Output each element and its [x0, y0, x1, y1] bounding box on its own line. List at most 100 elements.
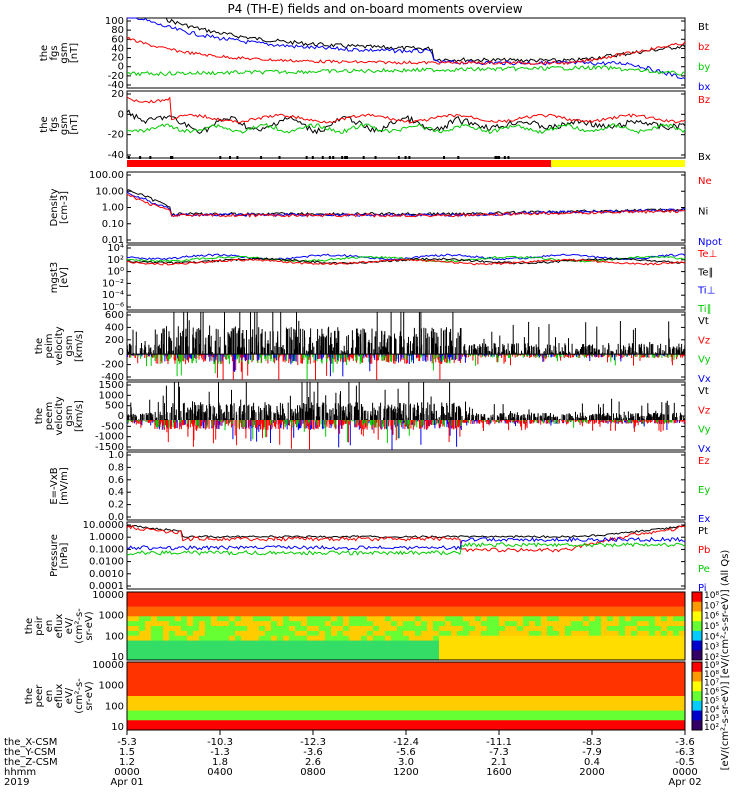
spec-cell — [349, 640, 356, 646]
spec-cell — [661, 666, 668, 673]
spec-cell — [667, 630, 674, 637]
spec-cell — [403, 592, 410, 598]
spec-cell — [391, 681, 398, 687]
spec-cell — [553, 676, 560, 682]
spec-cell — [589, 681, 596, 687]
axis-label-fgs-dsl: thefgsgsm[nT] — [39, 114, 80, 135]
spec-cell — [151, 720, 158, 726]
spec-cell — [295, 640, 302, 646]
spec-cell — [157, 676, 164, 682]
spec-cell — [301, 650, 308, 656]
spec-cell — [679, 725, 686, 731]
spec-cell — [307, 715, 314, 721]
spec-cell — [547, 601, 554, 608]
spec-cell — [631, 645, 638, 651]
spec-cell — [673, 655, 680, 661]
spec-cell — [463, 700, 470, 707]
spec-cell — [247, 671, 254, 678]
spec-cell — [367, 705, 374, 712]
spec-cell — [679, 645, 686, 651]
spec-cell — [673, 691, 680, 697]
spec-cell — [271, 710, 278, 716]
axis-label-line: the — [34, 408, 45, 424]
spec-cell — [301, 616, 308, 622]
spec-cell — [439, 650, 446, 656]
spec-cell — [181, 710, 188, 716]
spec-cell — [295, 671, 302, 678]
spec-cell — [613, 606, 620, 612]
spec-cell — [487, 720, 494, 726]
spec-cell — [469, 655, 476, 661]
spec-cell — [169, 611, 176, 617]
spec-cell — [169, 691, 176, 697]
spec-cell — [223, 635, 230, 642]
spec-cell — [541, 621, 548, 627]
spec-cell — [475, 645, 482, 651]
spec-cell — [169, 725, 176, 731]
spec-cell — [343, 601, 350, 608]
spec-cell — [475, 705, 482, 712]
spec-cell — [211, 705, 218, 712]
spec-cell — [325, 621, 332, 627]
spec-cell — [613, 635, 620, 642]
spec-cell — [325, 671, 332, 678]
spec-cell — [667, 611, 674, 617]
spec-cell — [541, 616, 548, 622]
spec-cell — [655, 705, 662, 712]
spec-cell — [349, 671, 356, 678]
spec-cell — [247, 655, 254, 661]
spec-cell — [295, 710, 302, 716]
mode-tick — [374, 156, 377, 159]
spec-cell — [589, 626, 596, 632]
spec-cell — [421, 691, 428, 697]
spec-cell — [277, 596, 284, 603]
spec-cell — [259, 715, 266, 721]
spec-cell — [577, 616, 584, 622]
spec-cell — [289, 621, 296, 627]
spec-cell — [439, 606, 446, 612]
spec-cell — [403, 640, 410, 646]
spec-cell — [361, 720, 368, 726]
spec-cell — [475, 606, 482, 612]
spec-cell — [625, 662, 632, 668]
axis-label-line: the — [24, 688, 35, 704]
spec-cell — [433, 681, 440, 687]
spec-cell — [139, 715, 146, 721]
spec-cell — [427, 640, 434, 646]
spec-cell — [661, 630, 668, 637]
xaxis-value: -0.5 — [675, 757, 695, 768]
axis-label-line: en — [44, 690, 55, 703]
spec-cell — [439, 640, 446, 646]
spec-cell — [367, 710, 374, 716]
spec-cell — [673, 710, 680, 716]
spec-cell — [493, 630, 500, 637]
spec-cell — [157, 611, 164, 617]
spec-cell — [451, 691, 458, 697]
spec-cell — [403, 626, 410, 632]
spec-cell — [163, 630, 170, 637]
spec-cell — [259, 626, 266, 632]
spec-cell — [175, 662, 182, 668]
spec-cell — [565, 621, 572, 627]
spec-cell — [463, 662, 470, 668]
tick-label: 500 — [105, 401, 124, 412]
spec-cell — [511, 676, 518, 682]
spec-cell — [127, 645, 134, 651]
spec-cell — [325, 676, 332, 682]
spec-cell — [409, 725, 416, 731]
spec-cell — [253, 696, 260, 702]
spec-cell — [265, 700, 272, 707]
spec-cell — [529, 640, 536, 646]
spec-cell — [661, 696, 668, 702]
spec-cell — [295, 705, 302, 712]
spec-cell — [421, 715, 428, 721]
legend-Vt: Vt — [698, 386, 709, 397]
spec-cell — [619, 655, 626, 661]
spec-cell — [199, 611, 206, 617]
axis-label-line: velocity — [54, 326, 65, 365]
spec-cell — [193, 611, 200, 617]
spec-cell — [313, 725, 320, 731]
spec-cell — [523, 621, 530, 627]
spec-cell — [361, 621, 368, 627]
spec-cell — [559, 616, 566, 622]
